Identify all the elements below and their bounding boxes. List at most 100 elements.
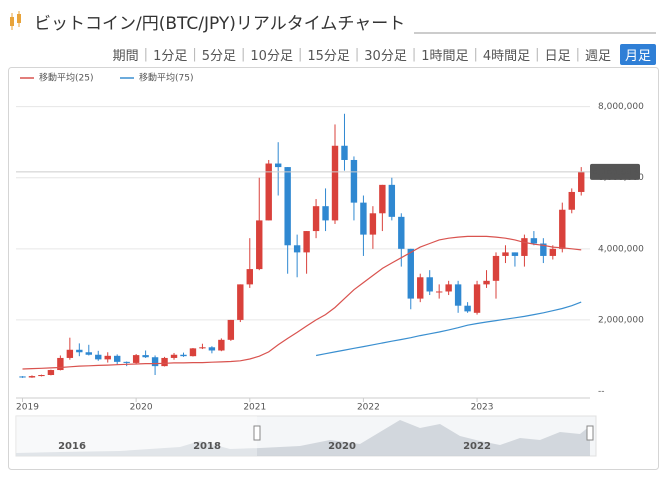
candle-body [559,209,566,249]
candle-body [303,231,310,253]
candle-body [227,319,235,340]
x-tick-label: 2021 [243,403,266,413]
candle-body [19,376,26,378]
candle-body [502,252,509,256]
candle-body [66,349,74,358]
period-button[interactable]: 1時間足 [421,49,469,64]
candle-body [180,354,187,357]
candle-body [132,355,140,363]
candle-body [151,357,159,367]
moving-average-line [22,235,582,370]
candle-body [464,305,471,312]
separator: | [241,47,246,62]
candle-body [398,216,405,249]
candle-body [322,206,329,221]
candle-body [341,145,348,160]
navigator-label: 2018 [193,441,221,452]
x-tick-label: 2020 [130,403,153,413]
candle-body [170,354,178,358]
candle-body [114,355,121,362]
candle-body [274,163,282,168]
separator: | [354,47,360,62]
plot-area: --2,000,0004,000,0006,000,0008,000,00020… [16,102,644,413]
period-button[interactable]: 30分足 [364,49,407,64]
navigator-label: 2020 [328,441,356,452]
candle-body [511,252,519,256]
candle-body [540,243,547,256]
candle-body [199,347,206,349]
candle-body [331,145,339,221]
candle-body [530,238,538,244]
y-tick-label: 8,000,000 [598,102,644,112]
candle-body [76,349,83,353]
x-tick-label: 2023 [471,403,494,413]
moving-average-line [315,301,582,357]
separator: | [192,47,197,62]
candle-body [47,370,55,376]
period-label: 期間 [112,49,139,64]
page-title: ビットコイン/円(BTC/JPY)リアルタイムチャート [34,14,405,34]
period-selector: 期間 | 1分足 | 5分足 | 10分足 | 15分足 | 30分足 | 1時間足 | 4時間足 | 日足 | 週… [108,44,656,65]
range-handle-left[interactable] [253,425,261,441]
range-handle-right[interactable] [586,425,594,441]
candle-body [218,339,225,351]
navigator-label: 2016 [58,441,86,452]
candle-body [483,280,490,285]
candle-body [379,184,386,214]
separator: | [143,47,149,62]
candle-body [265,163,272,221]
candle-body [388,184,396,217]
last-price-tag [590,163,640,180]
candle-body [208,347,216,351]
period-button[interactable]: 15分足 [307,49,350,64]
candle-body [142,355,149,358]
candle-body [256,220,263,270]
y-tick-label: 2,000,000 [598,315,644,325]
period-button[interactable]: 日足 [544,49,571,64]
candle-body [293,245,301,253]
period-button[interactable]: 週足 [584,49,611,64]
candle-body [104,355,111,360]
legend: 移動平均(25) 移動平均(75) [20,72,193,84]
period-button[interactable]: 月足 [619,44,656,65]
navigator-label: 2022 [463,441,491,452]
legend-label: 移動平均(75) [139,72,193,84]
last-price-label: 6,165,003 [592,167,638,177]
candle-body [473,284,481,313]
candle-body [578,171,585,192]
candle-body [284,167,291,246]
candle-body [492,255,500,281]
y-tick-label: 4,000,000 [598,244,644,254]
candle-body [350,159,358,203]
candle-body [407,248,414,299]
candle-body [85,352,92,355]
candle-body [95,354,102,360]
period-button[interactable]: 10分足 [250,49,293,64]
candle-body [435,291,443,293]
x-tick-label: 2019 [16,403,39,413]
period-button[interactable]: 1分足 [153,49,188,64]
navigator-labels: 2016 2018 2020 2022 [58,441,491,452]
x-tick-label: 2022 [357,403,380,413]
candle-body [454,284,462,306]
navigator [15,415,597,457]
separator: | [535,47,540,62]
logo-icon [10,11,21,30]
chart-panel [8,67,659,470]
candle-body [417,277,424,299]
separator: | [473,47,478,62]
period-button[interactable]: 4時間足 [482,49,531,64]
candle-body [28,376,36,378]
candle-body [57,357,64,371]
candle-body [521,238,528,256]
candle-body [369,213,377,235]
period-button[interactable]: 5分足 [201,49,237,64]
candle-body [360,202,367,235]
separator: | [411,47,417,62]
candle-body [426,277,433,292]
candle-body [246,269,253,285]
candle-body [189,348,197,357]
candle-body [312,206,320,232]
